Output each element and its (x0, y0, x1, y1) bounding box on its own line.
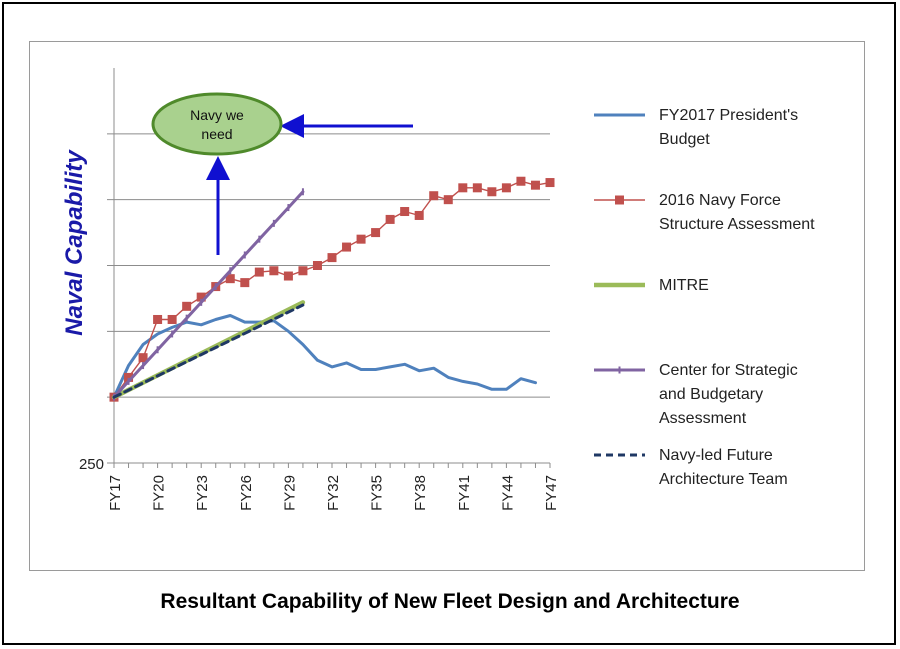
data-point-marker (414, 210, 424, 220)
legend-label: Architecture Team (659, 471, 788, 488)
data-point-marker (400, 207, 410, 217)
annotation-layer: Navy we need (151, 92, 413, 255)
data-point-marker (124, 372, 134, 382)
legend-label: and Budgetary (659, 386, 763, 403)
legend-label: Budget (659, 131, 710, 148)
data-point-marker (138, 353, 148, 363)
x-tick-label: FY41 (456, 475, 473, 511)
legend-label: Structure Assessment (659, 216, 815, 233)
data-point-marker (254, 267, 264, 277)
data-point-marker (516, 176, 526, 186)
data-point-marker (371, 228, 381, 238)
x-tick-label: FY47 (543, 475, 560, 511)
legend-marker (615, 195, 624, 205)
data-point-marker (356, 234, 366, 244)
data-point-marker (312, 261, 322, 270)
legend: FY2017 President's Budget 2016 Navy Force S… (594, 107, 815, 488)
x-tick-label: FY38 (412, 475, 429, 511)
annotation-text: Navy we (190, 107, 244, 123)
y-axis-label: Naval Capability (61, 149, 88, 336)
data-point-marker (342, 242, 352, 252)
legend-label: 2016 Navy Force (659, 192, 781, 209)
data-point-marker (167, 314, 177, 324)
data-point-marker (269, 266, 279, 276)
data-point-marker (501, 183, 511, 193)
x-tick-label: FY35 (369, 475, 386, 511)
series-layer (109, 176, 555, 402)
legend-label: FY2017 President's (659, 107, 798, 124)
x-tick-label: FY29 (281, 475, 298, 511)
data-point-marker (298, 266, 308, 276)
data-point-marker (225, 274, 235, 284)
x-tick-label: FY26 (238, 475, 255, 511)
data-point-marker (327, 253, 337, 263)
annotation-ellipse (151, 92, 283, 156)
legend-label: MITRE (659, 277, 709, 294)
legend-label: Navy-led Future (659, 447, 773, 464)
data-point-marker (196, 292, 206, 302)
data-point-marker (487, 187, 497, 197)
x-tick-label: FY17 (107, 475, 124, 511)
data-point-marker (545, 178, 555, 188)
figure-caption: Resultant Capability of New Fleet Design… (160, 590, 740, 613)
data-point-marker (472, 183, 482, 193)
data-point-marker (458, 183, 468, 193)
series-line (112, 303, 305, 399)
series-line (112, 190, 305, 399)
data-point-marker (182, 301, 192, 311)
data-point-marker (530, 180, 540, 190)
legend-label: Center for Strategic (659, 362, 798, 379)
data-point-marker (385, 214, 395, 224)
x-tick-label: FY44 (499, 475, 516, 511)
data-point-marker (283, 271, 293, 281)
gridlines (107, 133, 550, 398)
data-point-marker (429, 191, 439, 201)
x-tick-label: FY20 (151, 475, 168, 511)
x-tick-label: FY23 (194, 475, 211, 511)
x-tick-label: FY32 (325, 475, 342, 511)
data-point-marker (240, 278, 250, 288)
y-tick-label: 250 (79, 456, 104, 473)
data-point-marker (153, 314, 163, 324)
data-point-marker (443, 195, 453, 205)
annotation-text: need (201, 126, 232, 142)
legend-label: Assessment (659, 410, 747, 427)
